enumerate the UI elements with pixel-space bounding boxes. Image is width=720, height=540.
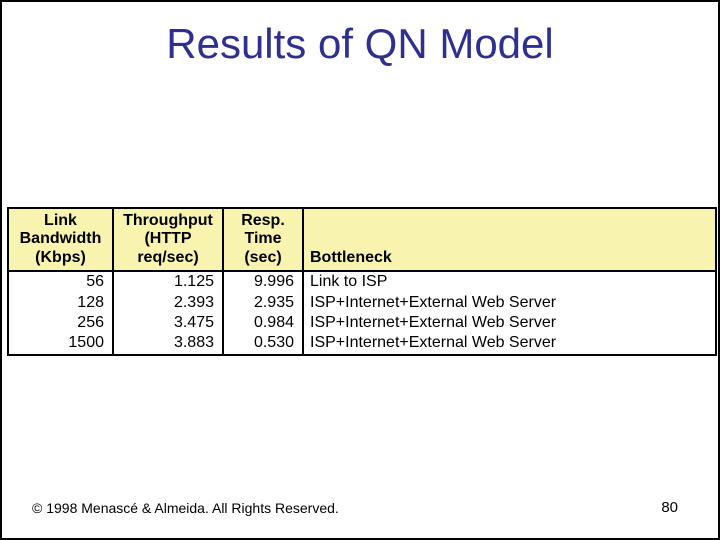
table-row: 256 3.475 0.984 ISP+Internet+External We… — [8, 313, 716, 333]
cell-throughput: 1.125 — [113, 271, 223, 292]
cell-bandwidth: 128 — [8, 293, 113, 313]
cell-bottleneck: ISP+Internet+External Web Server — [303, 313, 716, 333]
cell-throughput: 2.393 — [113, 293, 223, 313]
results-table-container: Link Bandwidth (Kbps) Throughput (HTTP r… — [7, 207, 717, 356]
cell-resptime: 2.935 — [223, 293, 303, 313]
header-line: Time — [244, 230, 281, 247]
header-line: (HTTP — [144, 230, 191, 247]
col-header-resptime: Resp. Time (sec) — [223, 208, 303, 271]
col-header-bandwidth: Link Bandwidth (Kbps) — [8, 208, 113, 271]
cell-resptime: 9.996 — [223, 271, 303, 292]
cell-bottleneck: Link to ISP — [303, 271, 716, 292]
table-row: 1500 3.883 0.530 ISP+Internet+External W… — [8, 333, 716, 354]
cell-resptime: 0.984 — [223, 313, 303, 333]
header-line: Resp. — [241, 212, 285, 229]
cell-resptime: 0.530 — [223, 333, 303, 354]
cell-bandwidth: 56 — [8, 271, 113, 292]
header-line: (Kbps) — [35, 249, 86, 266]
col-header-bottleneck: Bottleneck — [303, 208, 716, 271]
header-line: (sec) — [244, 249, 281, 266]
cell-bottleneck: ISP+Internet+External Web Server — [303, 293, 716, 313]
cell-bandwidth: 256 — [8, 313, 113, 333]
header-line: Throughput — [123, 212, 213, 229]
table-row: 128 2.393 2.935 ISP+Internet+External We… — [8, 293, 716, 313]
cell-bandwidth: 1500 — [8, 333, 113, 354]
col-header-throughput: Throughput (HTTP req/sec) — [113, 208, 223, 271]
header-line: Bandwidth — [20, 230, 102, 247]
copyright-text: © 1998 Menascé & Almeida. All Rights Res… — [32, 500, 339, 516]
page-title: Results of QN Model — [2, 20, 718, 68]
page-number: 80 — [661, 499, 678, 516]
header-line: req/sec) — [137, 249, 198, 266]
table-row: 56 1.125 9.996 Link to ISP — [8, 271, 716, 292]
cell-throughput: 3.475 — [113, 313, 223, 333]
cell-bottleneck: ISP+Internet+External Web Server — [303, 333, 716, 354]
header-line: Bottleneck — [310, 249, 392, 266]
results-table: Link Bandwidth (Kbps) Throughput (HTTP r… — [7, 207, 717, 356]
table-header-row: Link Bandwidth (Kbps) Throughput (HTTP r… — [8, 208, 716, 271]
cell-throughput: 3.883 — [113, 333, 223, 354]
header-line: Link — [44, 212, 77, 229]
